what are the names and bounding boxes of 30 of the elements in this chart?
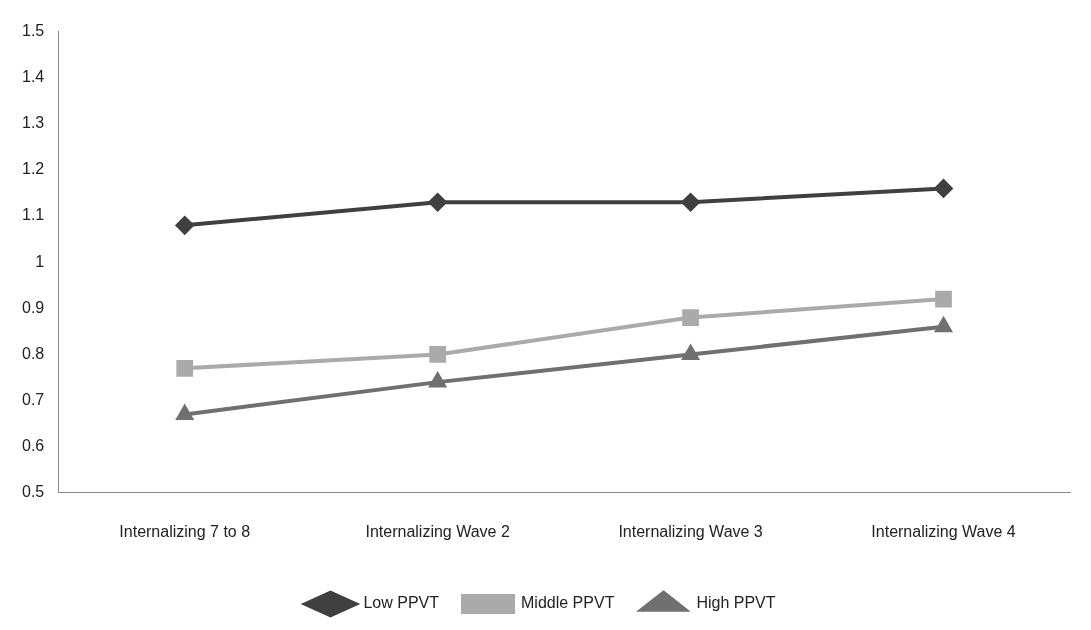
- point: [934, 179, 953, 198]
- point: [175, 216, 194, 235]
- point: [428, 193, 447, 212]
- point: [176, 405, 193, 420]
- x-tick-label: Internalizing Wave 3: [618, 522, 763, 540]
- y-tick-label: 0.7: [21, 390, 45, 408]
- point: [935, 317, 952, 333]
- x-tick-label: Internalizing 7 to 8: [119, 522, 251, 540]
- y-tick-label: 1: [35, 252, 45, 270]
- point: [176, 359, 194, 377]
- point: [935, 290, 952, 308]
- legend-label: High PPVT: [696, 594, 776, 612]
- point: [429, 346, 447, 363]
- y-tick-label: 1.1: [21, 206, 45, 224]
- legend-label: Middle PPVT: [521, 594, 615, 612]
- point: [429, 373, 446, 388]
- y-tick-label: 0.5: [21, 483, 45, 501]
- point: [682, 309, 699, 326]
- y-tick-label: 0.6: [21, 437, 45, 455]
- y-tick-label: 1.2: [21, 160, 45, 178]
- point: [681, 193, 700, 212]
- y-tick-label: 0.9: [21, 298, 45, 316]
- y-tick-label: 1.5: [21, 22, 45, 40]
- y-tick-label: 1.3: [21, 114, 45, 132]
- x-tick-label: Internalizing Wave 2: [365, 522, 510, 540]
- point: [682, 345, 699, 360]
- legend-label: Low PPVT: [363, 594, 440, 612]
- y-tick-label: 1.4: [21, 68, 45, 86]
- x-tick-label: Internalizing Wave 4: [871, 522, 1016, 540]
- y-tick-label: 0.8: [21, 344, 45, 362]
